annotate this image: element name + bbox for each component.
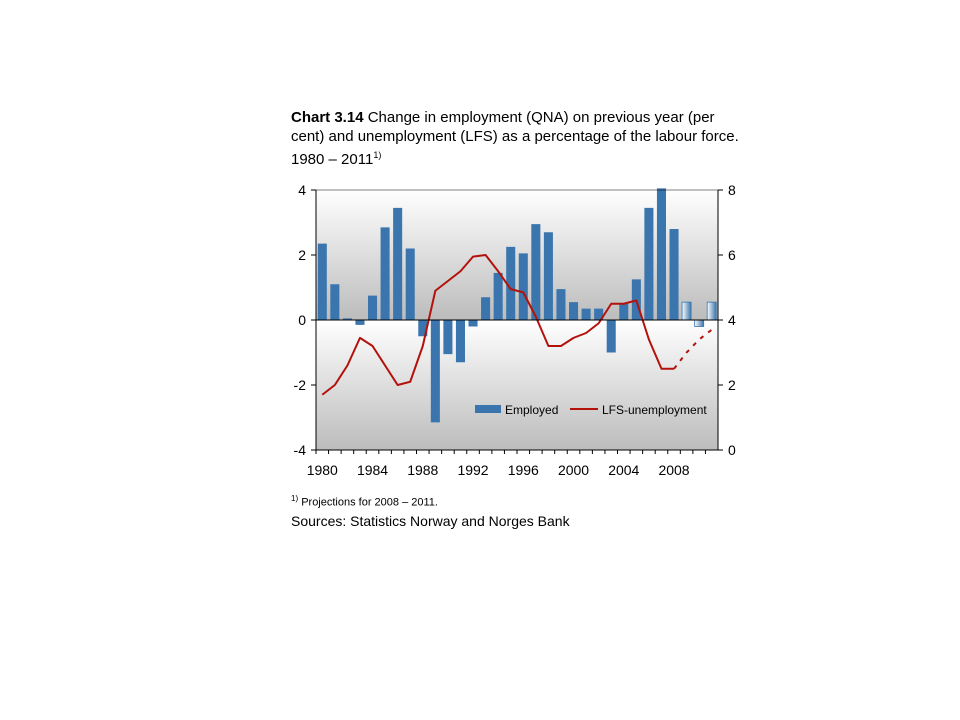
plot-area-lower <box>316 320 718 450</box>
unemployment-line <box>321 254 713 396</box>
bar-employed-2000 <box>569 302 579 320</box>
footnote-text: Projections for 2008 – 2011. <box>301 496 438 509</box>
chart-title: Chart 3.14 Change in employment (QNA) on… <box>291 108 751 169</box>
bar-employed-1993 <box>481 297 491 320</box>
bar-employed-1984 <box>368 295 378 320</box>
bar-employed-1982 <box>342 318 352 320</box>
employed-bars <box>317 188 717 423</box>
bar-employed-1998 <box>543 232 553 320</box>
bar-employed-2002 <box>594 308 604 320</box>
left-tick-label: 2 <box>298 247 306 263</box>
x-tick-label: 1992 <box>457 462 488 478</box>
left-tick-label: 4 <box>298 182 306 198</box>
footnote: 1) Projections for 2008 – 2011. <box>291 494 438 509</box>
x-tick-label: 2000 <box>558 462 589 478</box>
bar-employed-2010 <box>694 319 705 327</box>
x-tick-label: 1988 <box>407 462 438 478</box>
bar-employed-1994 <box>493 272 503 320</box>
bar-employed-1988 <box>418 320 428 337</box>
right-tick-label: 2 <box>728 377 736 393</box>
bar-employed-1986 <box>393 207 403 320</box>
x-tick-label: 2004 <box>608 462 639 478</box>
bar-employed-1987 <box>405 248 415 320</box>
right-tick-label: 4 <box>728 312 736 328</box>
bar-employed-2004 <box>619 303 629 320</box>
sources: Sources: Statistics Norway and Norges Ba… <box>291 513 570 529</box>
bar-employed-1992 <box>468 320 478 327</box>
bar-employed-1997 <box>531 224 541 320</box>
axes: 4 2 0 -2 -4 8 6 4 2 0 1980 1984 1988 1992 1996 2000 2004… <box>294 182 736 478</box>
x-tick-label: 2008 <box>658 462 689 478</box>
bar-employed-2001 <box>581 308 591 320</box>
chart-title-text: Change in employment (QNA) on previous y… <box>291 109 739 168</box>
line-unemployment-actual <box>321 254 675 396</box>
left-tick-label: 0 <box>298 312 306 328</box>
chart-title-footnote-mark: 1) <box>373 150 382 160</box>
bar-employed-2003 <box>606 320 616 353</box>
right-tick-label: 8 <box>728 182 736 198</box>
bar-employed-2009 <box>681 301 692 321</box>
legend-label-unemployment: LFS-unemployment <box>602 403 707 417</box>
bar-employed-1990 <box>443 320 453 355</box>
bar-employed-2006 <box>644 207 654 320</box>
legend: Employed LFS-unemployment <box>475 403 707 417</box>
bar-employed-1989 <box>430 320 440 423</box>
bar-employed-2011 <box>706 301 717 321</box>
bar-employed-1991 <box>455 320 465 363</box>
right-tick-label: 0 <box>728 442 736 458</box>
bar-employed-1999 <box>556 289 566 320</box>
x-tick-label: 1980 <box>307 462 338 478</box>
bar-employed-2007 <box>656 188 666 320</box>
right-tick-label: 6 <box>728 247 736 263</box>
x-tick-label: 1996 <box>508 462 539 478</box>
bar-employed-1995 <box>506 246 516 320</box>
chart-title-lead: Chart 3.14 <box>291 109 364 126</box>
legend-label-employed: Employed <box>505 403 558 417</box>
bar-employed-1980 <box>317 243 327 320</box>
bar-employed-2008 <box>669 229 679 320</box>
bar-employed-1985 <box>380 227 390 320</box>
left-tick-label: -2 <box>294 377 307 393</box>
footnote-mark: 1) <box>291 494 299 503</box>
line-unemployment-projection <box>673 328 713 370</box>
x-tick-label: 1984 <box>357 462 388 478</box>
bar-employed-1983 <box>355 320 365 325</box>
left-tick-label: -4 <box>294 442 307 458</box>
bar-employed-1996 <box>518 253 528 320</box>
bar-employed-1981 <box>330 284 340 320</box>
legend-swatch-employed <box>475 405 501 413</box>
